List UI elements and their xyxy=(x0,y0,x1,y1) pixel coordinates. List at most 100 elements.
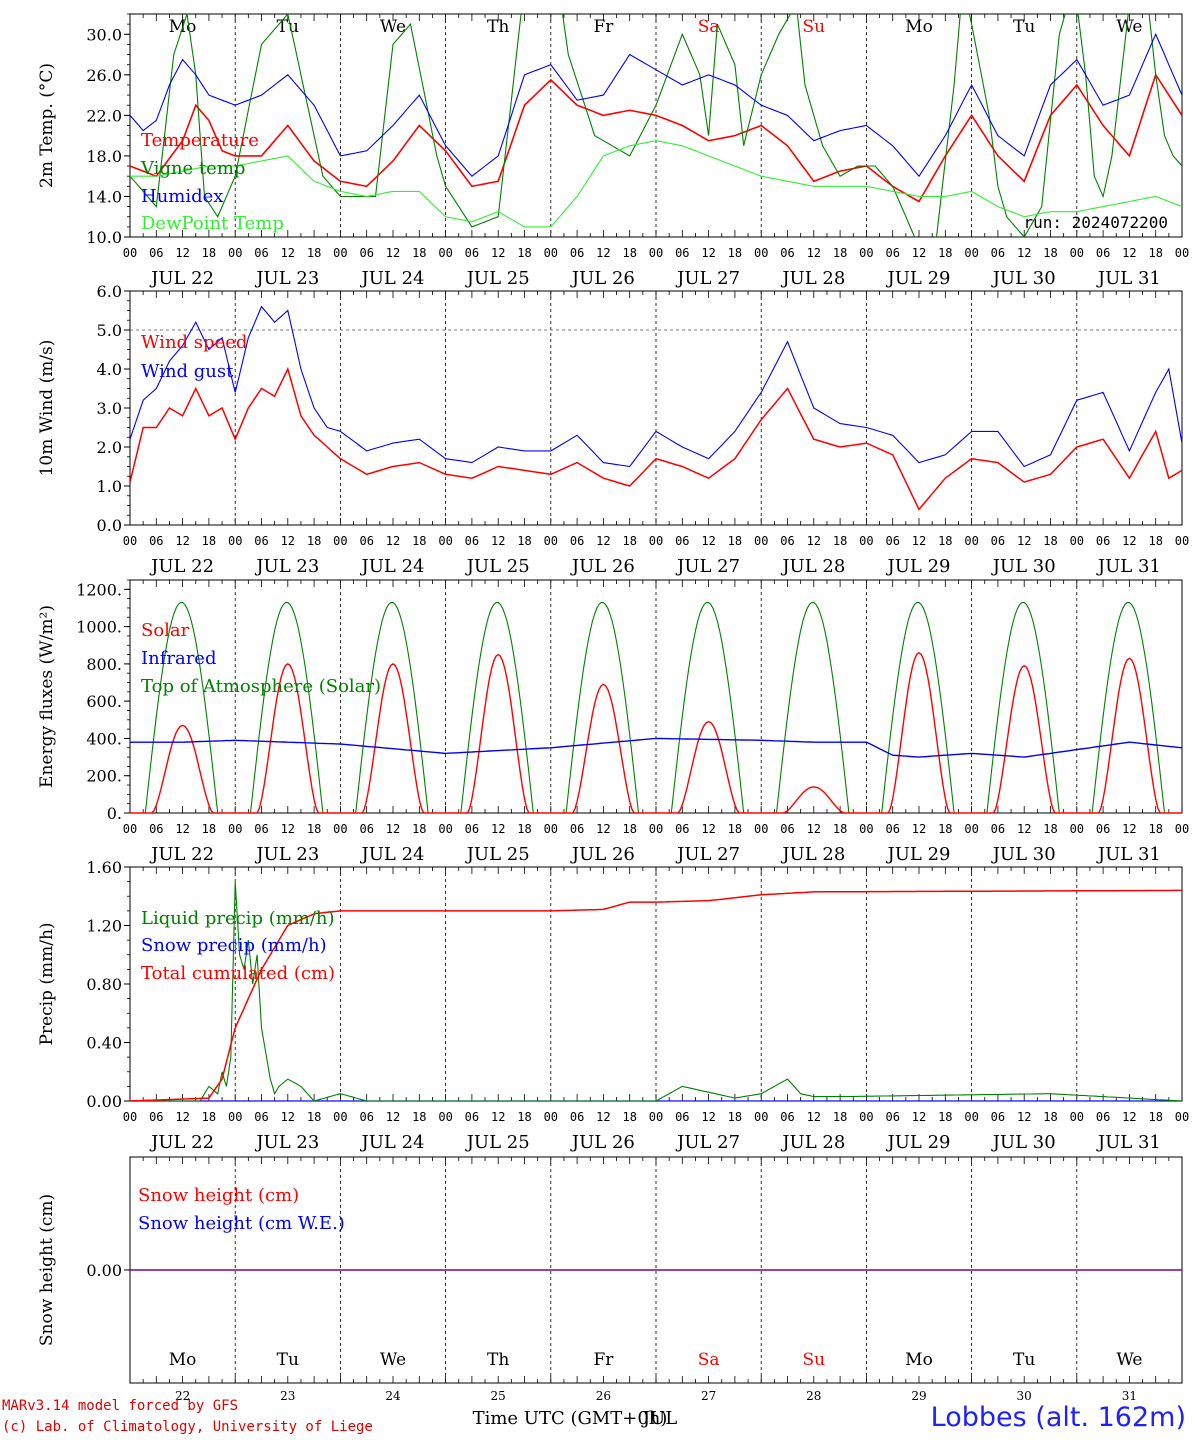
hour-tick-label: 18 xyxy=(307,246,321,260)
day-label: JUL 25 xyxy=(465,1132,530,1153)
hour-tick-label: 06 xyxy=(570,822,584,836)
day-label: JUL 30 xyxy=(991,556,1056,577)
hour-tick-label: 12 xyxy=(596,822,610,836)
day-label: JUL 23 xyxy=(254,1132,319,1153)
hour-tick-label: 12 xyxy=(1017,822,1031,836)
legend-entry: Liquid precip (mm/h) xyxy=(141,908,335,929)
y-tick-label: 10.0 xyxy=(86,228,122,247)
hour-tick-label: 00 xyxy=(964,822,978,836)
hour-tick-label: 06 xyxy=(991,822,1005,836)
day-label: JUL 25 xyxy=(465,268,530,289)
day-label: JUL 30 xyxy=(991,1132,1056,1153)
infrared-line xyxy=(130,737,1182,758)
hour-tick-label: 18 xyxy=(622,534,636,548)
hour-tick-label: 12 xyxy=(386,534,400,548)
hour-tick-label: 06 xyxy=(675,822,689,836)
legend-entry: Snow height (cm) xyxy=(138,1185,299,1206)
hour-tick-label: 06 xyxy=(885,822,899,836)
hour-tick-label: 00 xyxy=(754,534,768,548)
day-number-label: 28 xyxy=(806,1389,821,1403)
panel-3: 0. 200. 400. 600. 800. 1000. 1200. Energy fluxe… xyxy=(37,579,1189,865)
day-label: JUL 28 xyxy=(780,1132,845,1153)
day-label: JUL 22 xyxy=(149,556,214,577)
y-axis-title: 10m Wind (m/s) xyxy=(37,340,57,477)
station-name: Lobbes (alt. 162m) xyxy=(930,1402,1186,1433)
hour-tick-label: 06 xyxy=(254,534,268,548)
hour-tick-label: 12 xyxy=(807,246,821,260)
hour-tick-label: 00 xyxy=(438,822,452,836)
hour-tick-label: 18 xyxy=(202,1110,216,1124)
day-label: JUL 22 xyxy=(149,1132,214,1153)
hour-tick-label: 18 xyxy=(728,1110,742,1124)
day-label: JUL 24 xyxy=(360,268,425,289)
weekday-label: Fr xyxy=(593,17,614,37)
y-axis-title: Energy fluxes (W/m²) xyxy=(37,605,57,788)
y-axis-title: Snow height (cm) xyxy=(37,1194,57,1346)
hour-tick-label: 06 xyxy=(675,1110,689,1124)
legend-entry: Snow precip (mm/h) xyxy=(141,935,327,956)
hour-tick-label: 06 xyxy=(254,246,268,260)
hour-tick-label: 00 xyxy=(1175,246,1189,260)
hour-tick-label: 12 xyxy=(912,534,926,548)
hour-tick-label: 18 xyxy=(728,534,742,548)
hour-tick-label: 00 xyxy=(859,1110,873,1124)
hour-tick-label: 06 xyxy=(254,822,268,836)
legend-entry: Solar xyxy=(141,620,190,641)
hour-tick-label: 00 xyxy=(544,246,558,260)
dewpoint-line xyxy=(130,140,1182,228)
hour-tick-label: 06 xyxy=(780,534,794,548)
hour-tick-label: 18 xyxy=(1148,1110,1162,1124)
y-tick-label: 1200. xyxy=(76,580,122,599)
hour-tick-label: 00 xyxy=(649,822,663,836)
hour-tick-label: 00 xyxy=(964,534,978,548)
hour-tick-label: 06 xyxy=(1096,1110,1110,1124)
hour-tick-label: 18 xyxy=(1148,246,1162,260)
day-number-label: 22 xyxy=(175,1389,190,1403)
day-number-label: 29 xyxy=(911,1389,926,1403)
weekday-label: Fr xyxy=(593,1350,614,1370)
day-label: JUL 29 xyxy=(886,268,951,289)
day-number-label: 25 xyxy=(491,1389,506,1403)
hour-tick-label: 06 xyxy=(570,1110,584,1124)
hour-tick-label: 12 xyxy=(281,1110,295,1124)
temperature-line xyxy=(130,72,1182,203)
hour-tick-label: 12 xyxy=(1017,1110,1031,1124)
hour-tick-label: 06 xyxy=(885,534,899,548)
day-label: JUL 22 xyxy=(149,844,214,865)
panel-1: 10.0 14.0 18.0 22.0 26.0 30.0 2m Temp. (°C) 00 0… xyxy=(37,13,1189,289)
day-number-label: 26 xyxy=(596,1389,611,1403)
hour-tick-label: 00 xyxy=(333,1110,347,1124)
hour-tick-label: 00 xyxy=(228,1110,242,1124)
day-number-label: 31 xyxy=(1122,1389,1137,1403)
hour-tick-label: 00 xyxy=(859,246,873,260)
hour-tick-label: 00 xyxy=(1070,1110,1084,1124)
hour-tick-label: 12 xyxy=(596,534,610,548)
hour-tick-label: 12 xyxy=(281,822,295,836)
wind-gust-line xyxy=(130,305,1182,468)
panel-4: 0.00 0.40 0.80 1.20 1.60 Precip (mm/h) 00 06 12 1… xyxy=(37,858,1189,1153)
day-label: JUL 29 xyxy=(886,556,951,577)
hour-tick-label: 12 xyxy=(1122,534,1136,548)
hour-tick-label: 06 xyxy=(465,534,479,548)
hour-tick-label: 00 xyxy=(228,534,242,548)
hour-tick-label: 18 xyxy=(1043,534,1057,548)
hour-tick-label: 00 xyxy=(754,246,768,260)
hour-tick-label: 00 xyxy=(1070,246,1084,260)
hour-tick-label: 06 xyxy=(570,246,584,260)
hour-tick-label: 06 xyxy=(1096,534,1110,548)
hour-tick-label: 18 xyxy=(938,246,952,260)
hour-tick-label: 00 xyxy=(859,534,873,548)
weekday-label: We xyxy=(1116,1350,1142,1370)
hour-tick-label: 18 xyxy=(938,1110,952,1124)
day-label: JUL 23 xyxy=(254,556,319,577)
hour-tick-label: 18 xyxy=(202,246,216,260)
legend-entry: Humidex xyxy=(141,186,223,207)
hour-tick-label: 18 xyxy=(412,1110,426,1124)
legend-entry: Wind gust xyxy=(141,361,234,382)
day-label: JUL 26 xyxy=(570,1132,635,1153)
legend-entry: Snow height (cm W.E.) xyxy=(138,1213,345,1234)
hour-tick-label: 00 xyxy=(123,534,137,548)
weekday-label: Tu xyxy=(277,1350,299,1370)
hour-tick-label: 18 xyxy=(1043,1110,1057,1124)
legend-entry: Infrared xyxy=(141,648,216,669)
